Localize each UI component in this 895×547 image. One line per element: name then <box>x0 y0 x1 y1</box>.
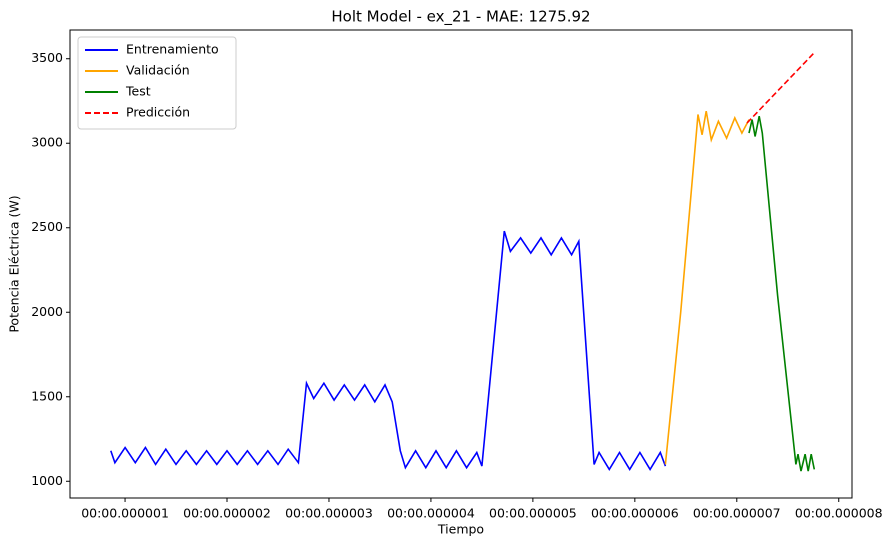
series-line <box>664 110 750 465</box>
legend-label: Test <box>125 84 151 99</box>
y-tick-label: 2000 <box>31 304 63 319</box>
x-tick-label: 00:00.000005 <box>489 506 577 521</box>
y-tick-label: 2500 <box>31 219 63 234</box>
chart-title: Holt Model - ex_21 - MAE: 1275.92 <box>331 8 590 27</box>
x-tick-label: 00:00.000006 <box>591 506 679 521</box>
x-tick-label: 00:00.000001 <box>81 506 169 521</box>
legend-label: Entrenamiento <box>126 42 219 57</box>
plot-frame <box>69 29 853 499</box>
x-axis-label: Tiempo <box>437 522 484 537</box>
y-tick-label: 3000 <box>31 135 63 150</box>
legend-box <box>77 36 237 130</box>
series-line <box>110 230 667 471</box>
x-tick-label: 00:00.000004 <box>387 506 475 521</box>
series-line <box>746 53 814 124</box>
legend-label: Validación <box>126 63 190 78</box>
y-axis-label: Potencia Eléctrica (W) <box>7 195 22 332</box>
y-tick-label: 1000 <box>31 473 63 488</box>
x-tick-label: 00:00.000003 <box>285 506 373 521</box>
x-tick-label: 00:00.000007 <box>693 506 781 521</box>
y-tick-label: 1500 <box>31 388 63 403</box>
y-tick-label: 3500 <box>31 50 63 65</box>
x-tick-label: 00:00.000002 <box>183 506 271 521</box>
x-tick-label: 00:00.000008 <box>795 506 883 521</box>
legend-label: Predicción <box>126 105 190 120</box>
series-line <box>748 116 816 472</box>
